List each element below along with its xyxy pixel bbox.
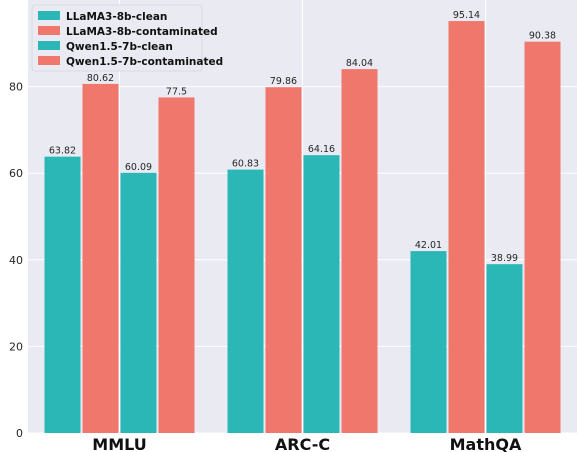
bar — [410, 251, 447, 433]
y-tick-label: 80 — [9, 81, 23, 94]
legend-swatch — [38, 41, 60, 50]
legend-swatch — [38, 26, 60, 35]
x-tick-label: ARC-C — [275, 435, 330, 452]
legend-swatch — [38, 56, 60, 65]
bar — [486, 264, 523, 433]
y-tick-label: 0 — [16, 427, 23, 440]
bar — [120, 172, 157, 433]
data-label: 64.16 — [308, 144, 335, 155]
x-tick-label: MMLU — [92, 435, 146, 452]
legend-label: Qwen1.5-7b-clean — [66, 41, 173, 53]
data-label: 60.09 — [125, 162, 152, 173]
data-label: 95.14 — [453, 10, 480, 21]
legend-swatch — [38, 11, 60, 20]
data-label: 63.82 — [49, 146, 76, 157]
data-labels: 63.82 80.62 60.09 77.5 60.83 79.86 64.16 84.04 4… — [49, 10, 556, 264]
data-label: 60.83 — [232, 159, 259, 170]
grid-lines — [28, 0, 577, 434]
bar — [303, 155, 340, 433]
legend-label: LLaMA3-8b-clean — [66, 11, 167, 23]
bar — [82, 83, 119, 433]
bar — [265, 87, 302, 433]
data-label: 77.5 — [166, 86, 187, 97]
y-tick-label: 60 — [9, 167, 23, 180]
bar — [158, 97, 195, 434]
bar — [227, 169, 264, 434]
data-label: 42.01 — [415, 240, 442, 251]
data-label: 90.38 — [529, 31, 556, 42]
legend: LLaMA3-8b-clean LLaMA3-8b-contaminated Qwe… — [31, 4, 223, 72]
legend-label: LLaMA3-8b-contaminated — [66, 26, 218, 38]
x-tick-label: MathQA — [450, 435, 522, 452]
legend-label: Qwen1.5-7b-contaminated — [66, 56, 223, 68]
data-label: 80.62 — [87, 73, 114, 84]
bars — [44, 21, 561, 434]
data-label: 84.04 — [346, 58, 373, 69]
bar — [524, 41, 561, 433]
y-tick-label: 20 — [9, 340, 23, 353]
x-axis-ticks: MMLU ARC-C MathQA — [92, 435, 522, 452]
legend-box — [31, 4, 203, 72]
bar — [341, 69, 378, 433]
data-label: 38.99 — [491, 253, 518, 264]
y-axis-ticks: 0 20 40 60 80 — [9, 81, 23, 440]
data-label: 79.86 — [270, 76, 297, 87]
bar — [44, 156, 81, 433]
y-tick-label: 40 — [9, 254, 23, 267]
bar — [448, 21, 485, 434]
